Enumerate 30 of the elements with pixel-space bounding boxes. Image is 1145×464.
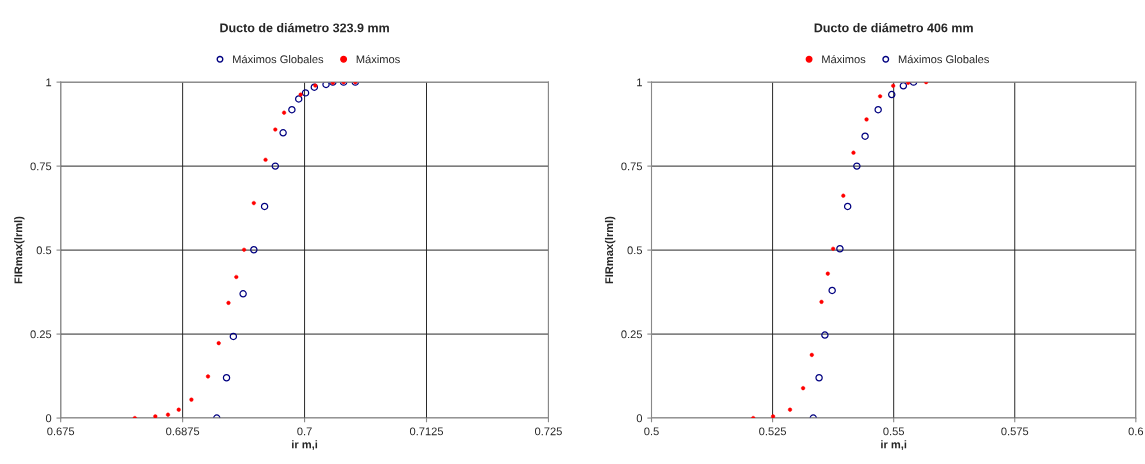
x-tick-label: 0.55 [883, 427, 905, 436]
y-tick-label: 0.25 [621, 330, 643, 339]
y-tick-label: 0.25 [30, 330, 52, 339]
y-tick-label: 0 [45, 414, 52, 423]
y-tick-label: 0.5 [627, 246, 643, 255]
x-tick-label: 0.675 [47, 427, 75, 436]
x-tick-label: 0.6 [1128, 427, 1144, 436]
y-tick-label: 0.75 [30, 162, 52, 171]
y-axis-title: FIRmax(lrml) [14, 216, 25, 284]
legend-label: Máximos Globales [898, 54, 989, 64]
y-axis-title: FIRmax(lrml) [604, 216, 616, 284]
x-tick-label: 0.6875 [166, 427, 200, 436]
x-tick-label: 0.5 [644, 427, 659, 436]
y-tick-label: 1 [46, 78, 52, 87]
y-tick-label: 0.5 [36, 246, 52, 255]
x-tick-label: 0.575 [1001, 427, 1029, 436]
legend-label: Máximos [356, 54, 400, 64]
x-tick-label: 0.525 [759, 427, 787, 436]
legend-label: Máximos Globales [233, 54, 324, 64]
y-tick-label: 1 [637, 78, 642, 87]
y-tick-label: 0 [636, 414, 643, 423]
chart-title: Ducto de diámetro 406 mm [814, 22, 973, 33]
chart-title: Ducto de diámetro 323.9 mm [220, 22, 389, 33]
y-tick-label: 0.75 [621, 162, 643, 171]
x-tick-label: 0.7125 [409, 427, 444, 436]
legend-label: Máximos [822, 54, 866, 64]
x-axis-title: ir m,i [881, 440, 907, 450]
x-axis-title: ir m,i [292, 440, 318, 450]
x-tick-label: 0.725 [534, 427, 562, 436]
x-tick-label: 0.7 [297, 427, 312, 436]
